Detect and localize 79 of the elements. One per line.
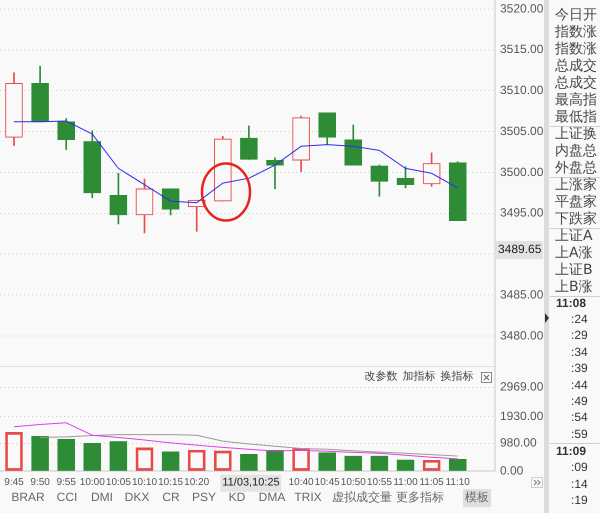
bar	[83, 443, 102, 471]
text: 11:08	[556, 296, 586, 310]
text: 上证B	[555, 262, 593, 278]
text: DMA	[258, 490, 286, 505]
text: 3489.65	[496, 241, 544, 259]
text: 外盘总	[555, 160, 597, 176]
bar	[57, 438, 76, 471]
x-tick-label: 9:50	[30, 476, 50, 488]
bar	[266, 450, 284, 471]
text: BRAR	[11, 490, 45, 505]
x-tick-label: 11:10	[446, 476, 470, 488]
text: :14	[571, 476, 588, 492]
text: 模板	[463, 489, 491, 507]
y-tick-label: 3480.00	[500, 328, 544, 342]
x-tick-label: 9:45	[4, 476, 24, 488]
text: 最高指	[555, 92, 597, 108]
text: 11/03,10:25	[220, 474, 282, 492]
text: 总成交	[555, 58, 597, 74]
text: 内盘总	[555, 142, 597, 160]
text: 更多指标	[396, 490, 444, 505]
y-tick-label: 3510.00	[500, 83, 544, 98]
x-tick-label: 10:50	[340, 476, 366, 488]
bar	[110, 441, 128, 471]
x-tick-label: 10:55	[366, 476, 392, 488]
x-tick-label: 10:45	[314, 476, 340, 488]
x-tick-label: 10:20	[184, 476, 210, 488]
x-tick-label: 10:40	[288, 476, 314, 488]
text: 上证换	[555, 126, 597, 142]
text: 指数涨	[555, 24, 597, 40]
text: 最低指	[555, 108, 597, 126]
y-tick-label: 3495.00	[500, 206, 544, 220]
text: CR	[162, 490, 180, 505]
text: 虚拟成交量	[332, 490, 392, 505]
y-tick-label: 3485.00	[500, 287, 544, 302]
text: 11:09	[556, 444, 586, 459]
text: 上涨家	[555, 176, 597, 194]
text: TRIX	[294, 490, 322, 505]
text: :09	[571, 460, 588, 476]
x-tick-label: 10:10	[132, 476, 158, 488]
x-tick-label: 10:00	[80, 476, 106, 488]
text: 下跌家	[555, 210, 597, 228]
text: :54	[571, 410, 588, 426]
text: :19	[571, 492, 588, 508]
text: :44	[571, 378, 588, 392]
y-tick-label: 3505.00	[500, 124, 544, 138]
x-tick-label: 10:05	[106, 476, 132, 488]
text: DKX	[124, 490, 150, 505]
text: :59	[571, 426, 588, 442]
text: PSY	[192, 490, 216, 505]
y-tick-label: 1930.00	[500, 408, 544, 423]
y-tick-label: 3520.00	[500, 1, 544, 16]
candlestick	[266, 157, 284, 190]
x-tick-label: 11:00	[393, 476, 418, 488]
text: 上证A	[555, 228, 593, 244]
text: DMI	[91, 490, 113, 505]
y-tick-label: 3500.00	[500, 164, 544, 179]
text: 平盘家	[555, 194, 597, 210]
y-tick-label: 980.00	[500, 436, 538, 450]
text: 上B涨	[555, 278, 593, 296]
text: 今日开	[555, 6, 597, 24]
text: :49	[571, 394, 588, 409]
annotation: 加指标	[402, 370, 436, 384]
x-tick-label: 11:05	[419, 476, 444, 488]
text: :39	[571, 361, 588, 376]
text: CCI	[56, 490, 78, 505]
x-tick-label: 9:55	[56, 476, 76, 488]
text: 上A涨	[555, 244, 593, 262]
text: :34	[571, 344, 588, 360]
text: 指数涨	[555, 40, 597, 58]
x-tick-label: 10:15	[158, 476, 184, 488]
text: :29	[571, 328, 588, 344]
y-tick-label: 3515.00	[500, 42, 544, 56]
text: :24	[571, 312, 588, 327]
y-tick-label: 0.00	[500, 463, 524, 478]
text: 总成交	[555, 74, 597, 92]
annotation: 改参数	[364, 370, 398, 384]
annotation: 换指标	[440, 370, 474, 384]
y-tick-label: 2969.00	[500, 380, 544, 394]
text: KD	[228, 490, 246, 505]
